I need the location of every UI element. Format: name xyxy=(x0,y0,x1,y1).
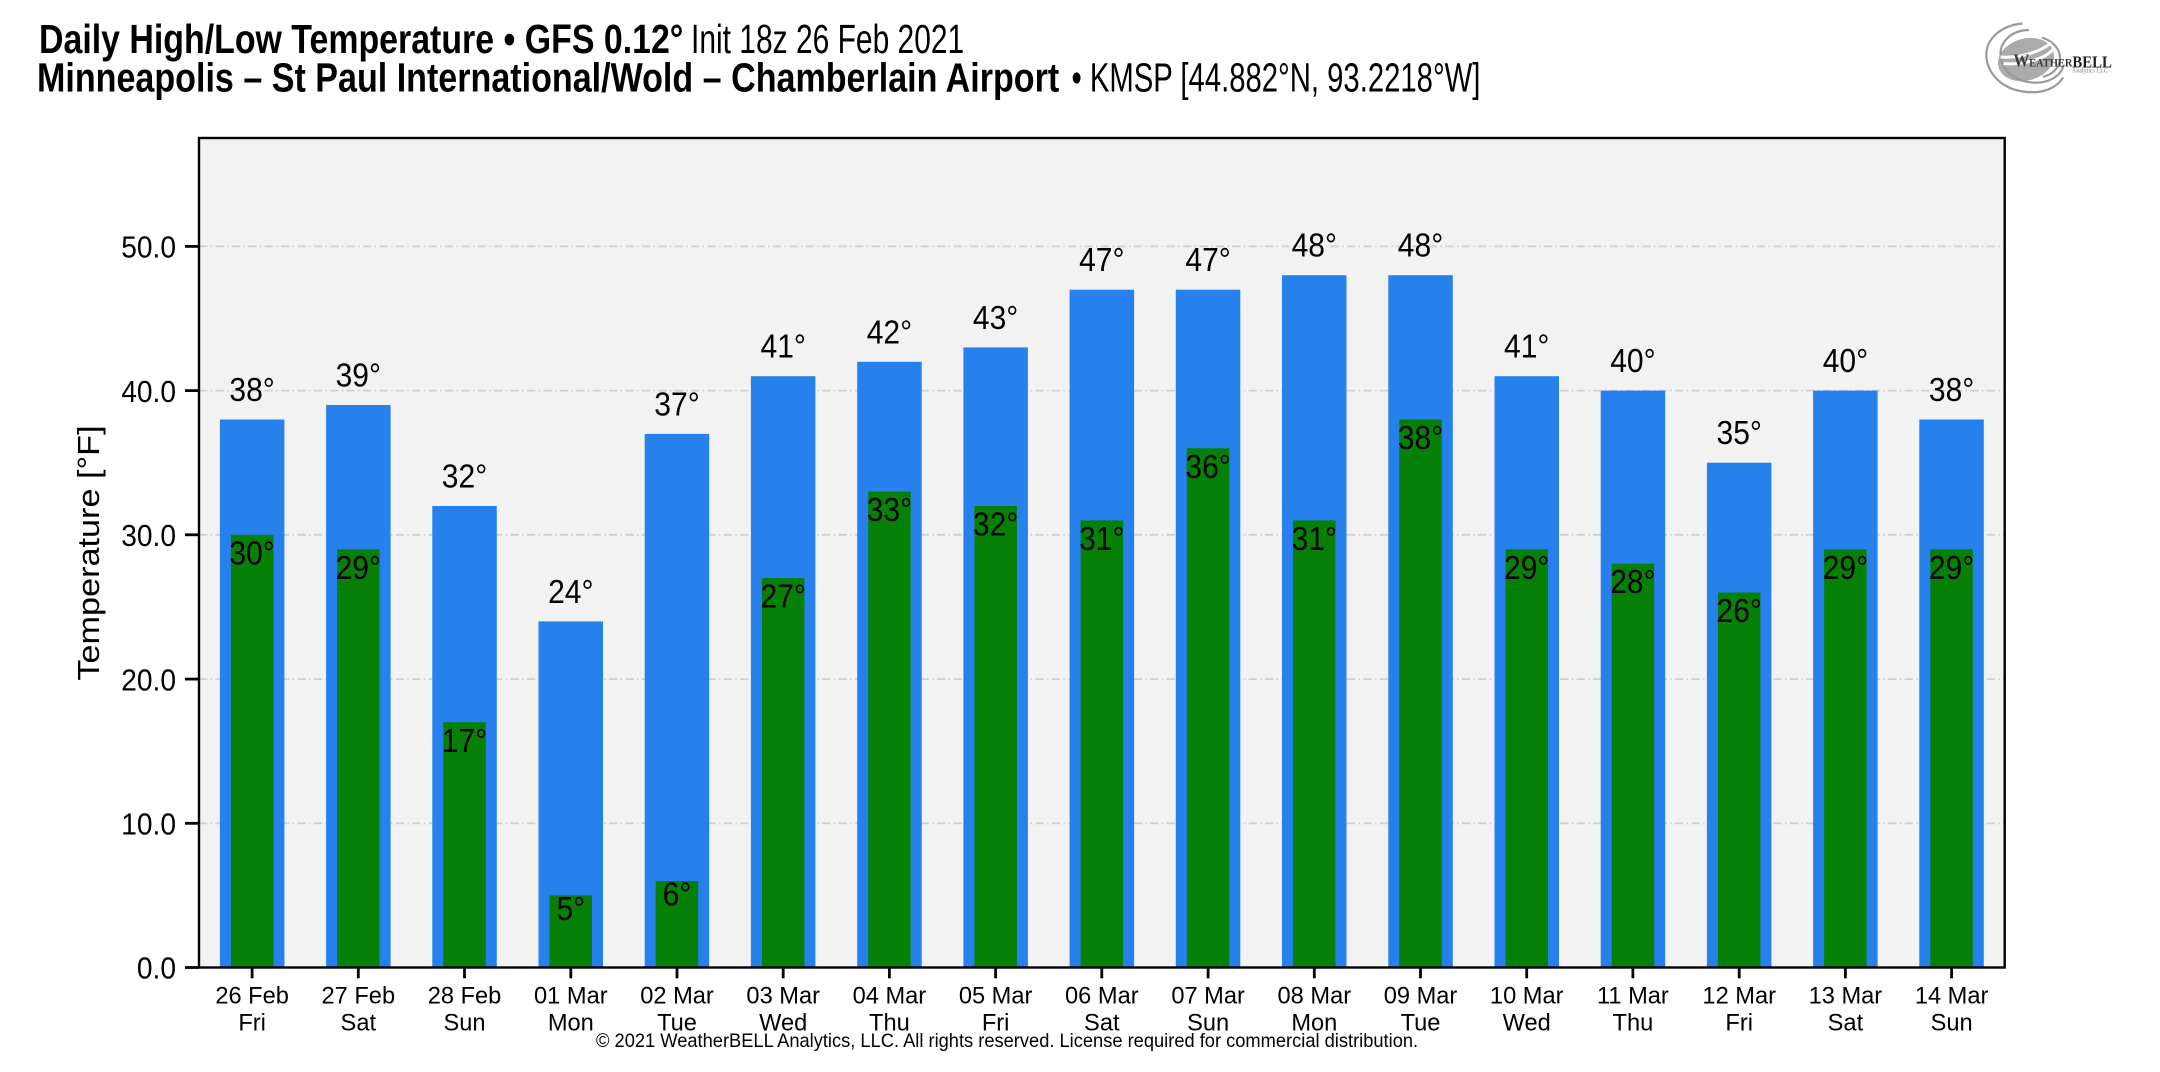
svg-text:05 Mar: 05 Mar xyxy=(959,982,1033,1009)
svg-text:• KMSP [44.882°N, 93.2218°W]: • KMSP [44.882°N, 93.2218°W] xyxy=(1072,55,1481,101)
svg-text:10 Mar: 10 Mar xyxy=(1490,982,1564,1009)
svg-text:Minneapolis – St Paul Internat: Minneapolis – St Paul International/Wold… xyxy=(37,55,1060,101)
svg-text:28 Feb: 28 Feb xyxy=(428,982,502,1009)
svg-text:Wed: Wed xyxy=(759,1009,807,1036)
svg-text:29°: 29° xyxy=(1504,548,1549,586)
svg-text:20.0: 20.0 xyxy=(121,663,176,698)
svg-text:42°: 42° xyxy=(867,313,912,351)
svg-text:50.0: 50.0 xyxy=(121,230,176,265)
svg-text:13 Mar: 13 Mar xyxy=(1809,982,1883,1009)
svg-text:39°: 39° xyxy=(336,356,381,394)
svg-text:Fri: Fri xyxy=(982,1009,1010,1036)
svg-text:Tue: Tue xyxy=(657,1009,697,1036)
svg-text:37°: 37° xyxy=(654,385,699,423)
svg-text:29°: 29° xyxy=(1929,548,1974,586)
svg-text:24°: 24° xyxy=(548,573,593,611)
svg-text:Thu: Thu xyxy=(1613,1009,1654,1036)
svg-text:5°: 5° xyxy=(556,890,585,928)
svg-text:10.0: 10.0 xyxy=(121,807,176,842)
svg-text:Sat: Sat xyxy=(341,1009,377,1036)
svg-text:33°: 33° xyxy=(867,491,912,529)
svg-text:Fri: Fri xyxy=(238,1009,266,1036)
svg-text:27 Feb: 27 Feb xyxy=(322,982,396,1009)
svg-text:32°: 32° xyxy=(973,505,1018,543)
svg-text:Sun: Sun xyxy=(1931,1009,1973,1036)
svg-text:6°: 6° xyxy=(663,875,692,913)
svg-text:27°: 27° xyxy=(761,577,806,615)
svg-text:08 Mar: 08 Mar xyxy=(1278,982,1352,1009)
svg-text:26°: 26° xyxy=(1717,592,1762,630)
svg-text:43°: 43° xyxy=(973,299,1018,337)
svg-text:Fri: Fri xyxy=(1725,1009,1753,1036)
svg-text:Sun: Sun xyxy=(443,1009,485,1036)
svg-text:07 Mar: 07 Mar xyxy=(1171,982,1245,1009)
svg-text:Thu: Thu xyxy=(869,1009,910,1036)
svg-text:47°: 47° xyxy=(1079,241,1124,279)
svg-text:30.0: 30.0 xyxy=(121,519,176,554)
svg-text:30°: 30° xyxy=(229,534,274,572)
svg-text:Mon: Mon xyxy=(1291,1009,1337,1036)
svg-text:04 Mar: 04 Mar xyxy=(853,982,927,1009)
svg-text:0.0: 0.0 xyxy=(137,951,176,986)
svg-text:28°: 28° xyxy=(1610,563,1655,601)
svg-text:41°: 41° xyxy=(1504,327,1549,365)
svg-text:09 Mar: 09 Mar xyxy=(1384,982,1458,1009)
svg-text:Daily High/Low Temperature • G: Daily High/Low Temperature • GFS 0.12° xyxy=(39,16,683,62)
svg-text:29°: 29° xyxy=(336,548,381,586)
svg-text:Tue: Tue xyxy=(1401,1009,1441,1036)
svg-text:26 Feb: 26 Feb xyxy=(215,982,289,1009)
svg-text:Mon: Mon xyxy=(548,1009,594,1036)
svg-text:47°: 47° xyxy=(1185,241,1230,279)
svg-text:38°: 38° xyxy=(1398,419,1443,457)
svg-text:01 Mar: 01 Mar xyxy=(534,982,608,1009)
svg-text:38°: 38° xyxy=(229,371,274,409)
svg-text:Sat: Sat xyxy=(1828,1009,1864,1036)
svg-text:02 Mar: 02 Mar xyxy=(640,982,714,1009)
svg-text:32°: 32° xyxy=(442,457,487,495)
svg-text:40.0: 40.0 xyxy=(121,375,176,410)
svg-text:Sat: Sat xyxy=(1084,1009,1120,1036)
svg-text:38°: 38° xyxy=(1929,371,1974,409)
svg-text:14 Mar: 14 Mar xyxy=(1915,982,1989,1009)
svg-text:48°: 48° xyxy=(1398,226,1443,264)
svg-text:48°: 48° xyxy=(1292,226,1337,264)
svg-text:© 2021 WeatherBELL Analytics,: © 2021 WeatherBELL Analytics, LLC. All r… xyxy=(596,1030,1418,1052)
svg-text:Temperature [°F]: Temperature [°F] xyxy=(71,425,106,680)
svg-text:Wed: Wed xyxy=(1503,1009,1551,1036)
svg-text:31°: 31° xyxy=(1292,520,1337,558)
svg-text:40°: 40° xyxy=(1610,342,1655,380)
svg-text:Analytics LLC: Analytics LLC xyxy=(2072,69,2108,75)
svg-text:11 Mar: 11 Mar xyxy=(1597,982,1669,1009)
svg-text:29°: 29° xyxy=(1823,548,1868,586)
svg-text:36°: 36° xyxy=(1185,447,1230,485)
svg-text:03 Mar: 03 Mar xyxy=(746,982,820,1009)
svg-text:12 Mar: 12 Mar xyxy=(1702,982,1776,1009)
svg-text:41°: 41° xyxy=(761,327,806,365)
svg-text:Init 18z 26 Feb 2021: Init 18z 26 Feb 2021 xyxy=(691,15,964,62)
svg-text:17°: 17° xyxy=(442,721,487,759)
svg-text:06 Mar: 06 Mar xyxy=(1065,982,1139,1009)
svg-text:31°: 31° xyxy=(1079,520,1124,558)
svg-text:40°: 40° xyxy=(1823,342,1868,380)
svg-text:Sun: Sun xyxy=(1187,1009,1229,1036)
svg-text:35°: 35° xyxy=(1717,414,1762,452)
